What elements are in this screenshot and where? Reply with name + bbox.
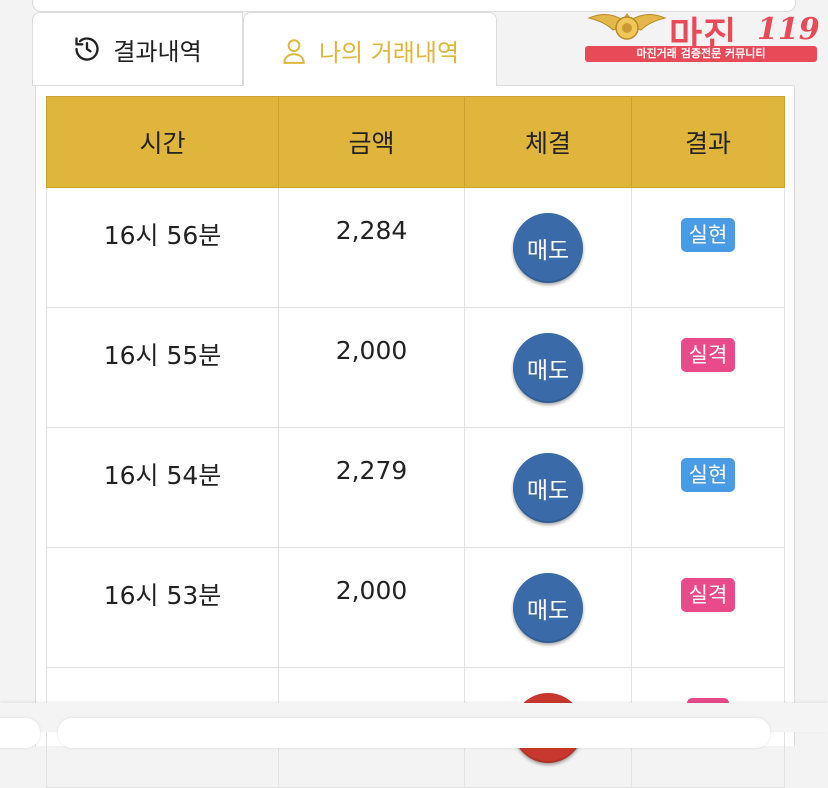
row-amount: 2,279 [335,456,408,485]
history-icon [73,35,101,63]
sell-button[interactable]: 매도 [513,453,583,523]
row-time: 16시 56분 [103,221,222,250]
row-amount: 2,000 [335,576,408,605]
sell-button[interactable]: 매도 [513,213,583,283]
table-header-row: 시간 금액 체결 결과 [46,96,785,188]
row-time [47,668,278,696]
table-row: 16시 55분 2,000 매도 실격 [46,307,785,428]
row-time: 16시 55분 [103,341,222,370]
row-time: 16시 54분 [103,461,222,490]
trade-table: 시간 금액 체결 결과 16시 56분 2,284 매도 실현 16시 55분 … [46,96,785,788]
bottom-input-bar[interactable] [58,718,770,748]
result-badge: 실격 [680,578,736,612]
row-time: 16시 53분 [103,581,222,610]
eagle-emblem-icon [587,13,667,40]
result-badge: 실현 [680,218,736,252]
tab-my-trades-label: 나의 거래내역 [318,39,460,67]
tab-bar: 결과내역 나의 거래내역 [32,12,794,88]
header-amount: 금액 [278,96,465,188]
row-amount: 2,000 [335,336,408,365]
user-icon [281,37,307,65]
header-trade: 체결 [464,96,632,188]
result-badge: 실격 [680,338,736,372]
bottom-left-button[interactable] [0,718,40,748]
result-badge: 실현 [680,458,736,492]
row-amount [279,668,464,696]
tab-history-label: 결과내역 [113,37,202,66]
header-result: 결과 [631,96,785,188]
trade-history-panel: 시간 금액 체결 결과 16시 56분 2,284 매도 실현 16시 55분 … [35,86,795,788]
tab-history[interactable]: 결과내역 [32,12,243,86]
tab-my-trades[interactable]: 나의 거래내역 [243,12,497,88]
row-amount: 2,284 [335,216,408,245]
site-logo: 마진 119 마진거래 검증전문 커뮤니티 [585,8,820,64]
table-row: 16시 56분 2,284 매도 실현 [46,187,785,308]
tab-divider [497,85,794,86]
table-row: 16시 53분 2,000 매도 실격 [46,547,785,668]
table-row: 16시 54분 2,279 매도 실현 [46,427,785,548]
header-time: 시간 [46,96,279,188]
sell-button[interactable]: 매도 [513,573,583,643]
logo-number: 119 [757,12,820,47]
logo-tagline: 마진거래 검증전문 커뮤니티 [585,46,817,62]
sell-button[interactable]: 매도 [513,333,583,403]
